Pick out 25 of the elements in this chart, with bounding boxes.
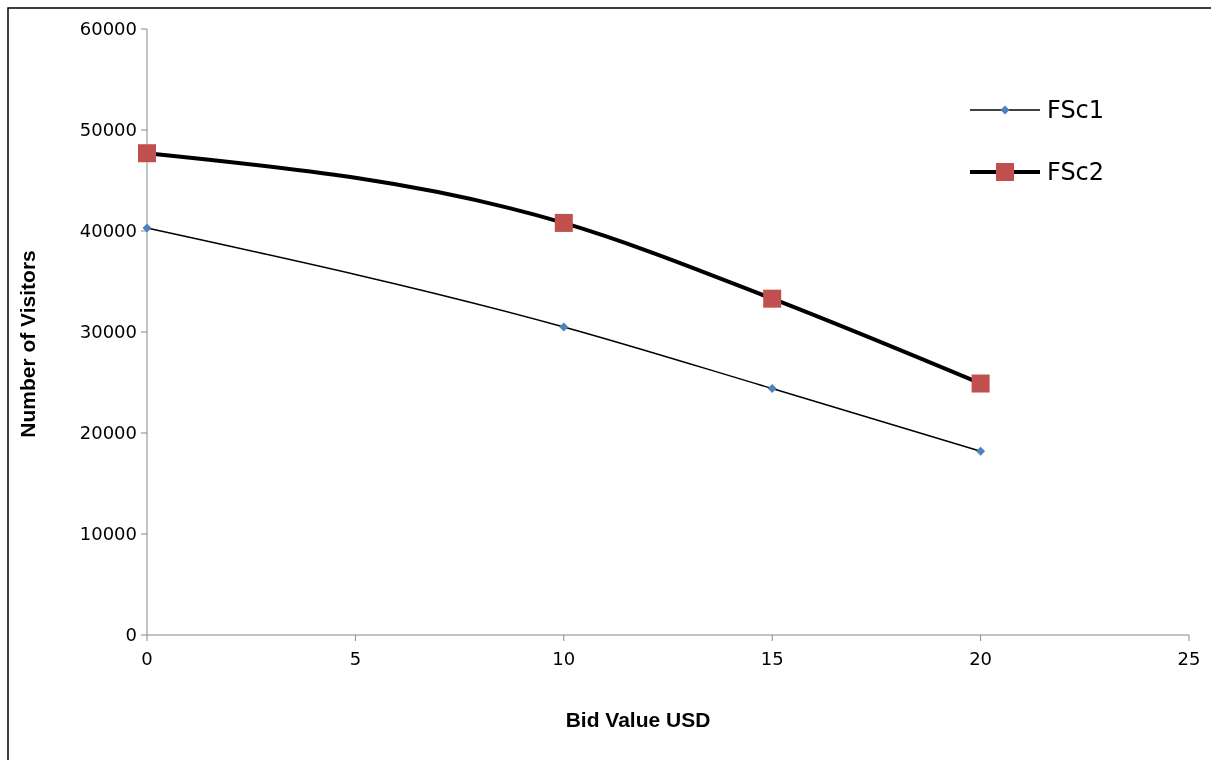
x-axis-title: Bid Value USD bbox=[565, 708, 711, 731]
y-tick-label: 30000 bbox=[79, 321, 137, 343]
x-tick-label: 0 bbox=[141, 648, 153, 669]
y-tick-label: 60000 bbox=[79, 18, 137, 40]
y-tick-label: 10000 bbox=[79, 523, 137, 545]
x-tick-label: 10 bbox=[552, 648, 576, 669]
y-tick-label: 40000 bbox=[79, 220, 137, 242]
y-tick-label: 20000 bbox=[79, 422, 137, 444]
y-axis-title: Number of Visitors bbox=[16, 250, 39, 438]
point bbox=[554, 213, 573, 232]
legend-label: FSc2 bbox=[1047, 158, 1105, 187]
point bbox=[142, 223, 152, 233]
y-tick-label: 50000 bbox=[79, 119, 137, 141]
point bbox=[976, 446, 986, 456]
legend-label: FSc1 bbox=[1047, 96, 1105, 125]
x-tick-label: 5 bbox=[349, 648, 362, 669]
point bbox=[559, 322, 569, 332]
x-tick-label: 20 bbox=[969, 648, 993, 669]
y-tick-label: 0 bbox=[125, 624, 137, 646]
point bbox=[767, 384, 777, 394]
x-tick-label: 25 bbox=[1177, 648, 1201, 669]
point bbox=[138, 144, 156, 163]
point bbox=[763, 289, 782, 308]
x-tick-label: 15 bbox=[760, 648, 784, 669]
point bbox=[971, 374, 990, 393]
